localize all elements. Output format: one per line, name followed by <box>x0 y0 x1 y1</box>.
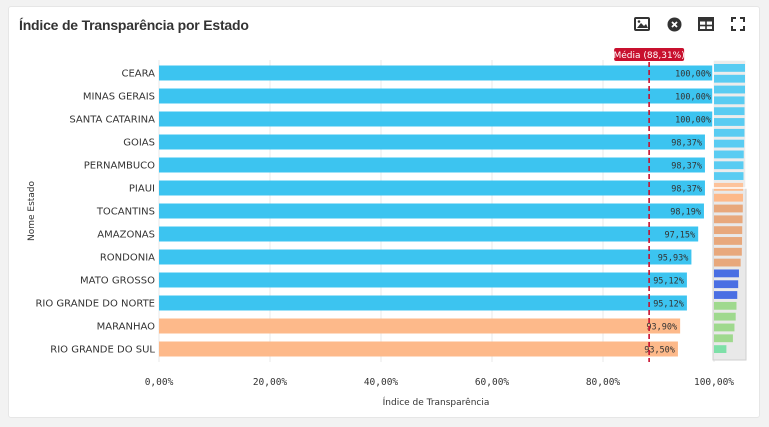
category-label: PIAUI <box>129 184 155 195</box>
bar[interactable] <box>159 157 705 173</box>
overview-bar <box>714 312 736 321</box>
x-tick-label: 60,00% <box>475 377 510 388</box>
overview-bar <box>714 334 733 343</box>
x-tick-label: 40,00% <box>364 377 399 388</box>
overview-bar <box>714 226 743 235</box>
x-tick-label: 80,00% <box>586 377 621 388</box>
overview-bar <box>714 280 739 289</box>
overview-bar <box>714 85 745 94</box>
overview-bar <box>714 247 742 256</box>
overview-bar <box>714 291 738 299</box>
bar[interactable] <box>159 295 687 311</box>
bar[interactable] <box>159 318 681 334</box>
data-label: 95,12% <box>653 277 684 287</box>
bar[interactable] <box>159 65 714 81</box>
bar[interactable] <box>159 111 714 127</box>
data-label: 100,00% <box>675 116 711 126</box>
mean-label: Média (88,31%) <box>614 50 685 61</box>
overview-bar <box>714 74 745 83</box>
data-label: 97,15% <box>664 231 695 241</box>
data-label: 93,50% <box>644 346 675 356</box>
overview-bar <box>714 301 737 310</box>
data-label: 98,37% <box>671 139 702 149</box>
category-label: RIO GRANDE DO SUL <box>50 345 155 356</box>
bar[interactable] <box>159 88 714 104</box>
x-axis-title: Índice de Transparência <box>383 396 490 408</box>
overview-window[interactable] <box>712 59 747 189</box>
x-tick-label: 100,00% <box>694 377 734 388</box>
data-label: 98,19% <box>670 208 701 218</box>
close-circle-icon[interactable] <box>663 13 685 35</box>
overview-bar <box>714 118 745 126</box>
bar[interactable] <box>159 180 705 196</box>
overview-bar <box>714 204 743 213</box>
data-label: 100,00% <box>675 93 711 103</box>
overview-bar <box>714 128 745 137</box>
image-icon[interactable] <box>631 13 653 35</box>
bar[interactable] <box>159 272 687 288</box>
data-label: 98,37% <box>671 162 702 172</box>
category-label: RONDONIA <box>100 253 155 264</box>
mean-badge <box>614 48 685 61</box>
overview-bar <box>714 96 745 105</box>
overview-bar <box>714 172 744 180</box>
category-label: SANTA CATARINA <box>69 115 155 126</box>
overview-bar <box>714 345 727 353</box>
overview-bar <box>714 215 743 224</box>
category-labels: CEARA MINAS GERAIS SANTA CATARINA GOIAS PERN… <box>35 69 155 356</box>
category-label: MINAS GERAIS <box>83 92 155 103</box>
bar[interactable] <box>159 203 704 219</box>
x-tick-label: 20,00% <box>253 377 288 388</box>
category-label: CEARA <box>121 69 155 80</box>
category-label: GOIAS <box>123 138 155 149</box>
bar[interactable] <box>159 341 678 357</box>
chart-title: Índice de Transparência por Estado <box>19 17 249 33</box>
x-tick-labels: 0,00% 20,00% 40,00% 60,00% 80,00% 100,00% <box>145 377 735 388</box>
data-label: 98,37% <box>671 185 702 195</box>
category-label: RIO GRANDE DO NORTE <box>35 299 155 310</box>
data-label: 100,00% <box>675 70 711 80</box>
chart-toolbar <box>631 13 749 35</box>
overview-bar <box>714 150 744 159</box>
x-tick-label: 0,00% <box>145 377 174 388</box>
fullscreen-icon[interactable] <box>727 13 749 35</box>
overview-scrollbar <box>712 59 747 361</box>
mean-marker: Média (88,31%) <box>614 48 685 362</box>
y-axis-title: Nome Estado <box>27 180 37 241</box>
category-label: PERNAMBUCO <box>84 161 155 172</box>
category-label: AMAZONAS <box>97 230 155 241</box>
value-labels: 100,00% 100,00% 100,00% 98,37% 98,37% 98,37% 9… <box>644 70 711 356</box>
overview-bar <box>714 237 743 245</box>
overview-bar <box>714 107 745 116</box>
overview-bar <box>714 269 739 278</box>
overview-bar <box>714 64 745 72</box>
data-label: 95,93% <box>658 254 689 264</box>
category-label: MATO GROSSO <box>80 276 155 287</box>
bar[interactable] <box>159 134 705 150</box>
overview-bar <box>714 258 741 267</box>
overview-bar <box>714 193 743 202</box>
bars-group <box>159 65 714 357</box>
bar[interactable] <box>159 249 692 265</box>
overview-bar <box>714 182 744 191</box>
category-label: MARANHAO <box>97 322 156 333</box>
overview-bar <box>714 139 745 148</box>
overview-bar <box>714 323 735 332</box>
table-icon[interactable] <box>695 13 717 35</box>
bar[interactable] <box>159 226 699 242</box>
category-label: TOCANTINS <box>96 207 155 218</box>
data-label: 95,12% <box>653 300 684 310</box>
overview-bar <box>714 161 744 170</box>
data-label: 93,90% <box>646 323 677 333</box>
